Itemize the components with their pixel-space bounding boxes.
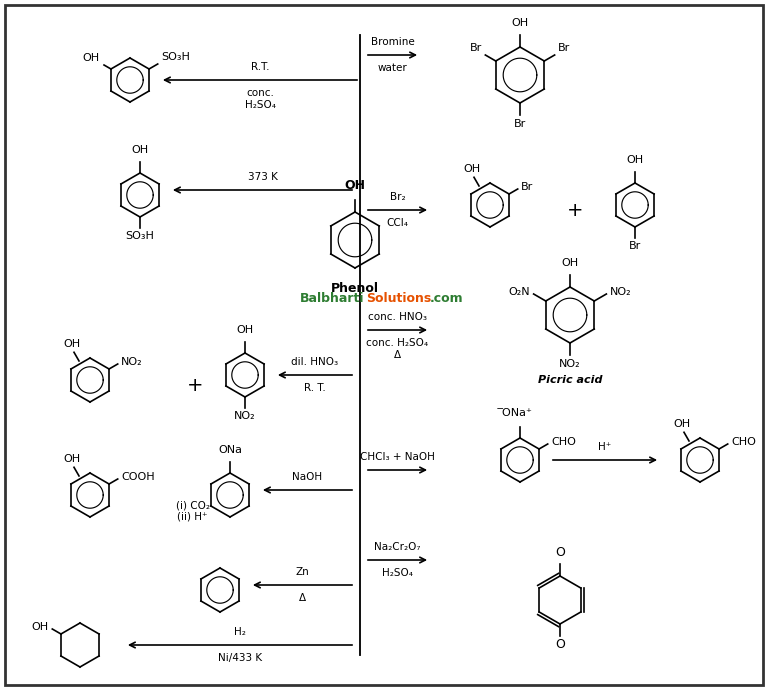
Text: Bromine: Bromine: [371, 37, 415, 47]
Text: CHO: CHO: [731, 437, 756, 447]
Text: NaOH: NaOH: [293, 472, 323, 482]
Text: OH: OH: [345, 179, 366, 192]
Text: Br: Br: [514, 119, 526, 129]
Text: R. T.: R. T.: [304, 383, 326, 393]
Text: OH: OH: [64, 339, 81, 349]
Text: NO₂: NO₂: [610, 287, 631, 297]
Text: OH: OH: [237, 325, 253, 335]
Text: OH: OH: [627, 155, 644, 165]
Text: COOH: COOH: [121, 472, 155, 482]
Text: Br: Br: [470, 43, 482, 53]
Text: ONa: ONa: [218, 445, 242, 455]
Text: H⁺: H⁺: [598, 442, 611, 452]
Text: OH: OH: [83, 52, 100, 63]
Text: OH: OH: [561, 258, 578, 268]
Text: H₂: H₂: [234, 627, 246, 637]
Text: OH: OH: [31, 622, 49, 632]
Text: (i) CO₂
(ii) H⁺: (i) CO₂ (ii) H⁺: [176, 500, 210, 522]
Text: .com: .com: [430, 291, 464, 304]
Text: NO₂: NO₂: [121, 357, 143, 367]
Text: Balbharti: Balbharti: [300, 291, 365, 304]
Text: O: O: [555, 638, 565, 651]
Text: H₂SO₄: H₂SO₄: [382, 568, 413, 578]
Text: ̅ONa⁺: ̅ONa⁺: [503, 408, 533, 418]
Text: SO₃H: SO₃H: [161, 52, 190, 62]
Text: OH: OH: [463, 164, 481, 174]
Text: Δ: Δ: [299, 593, 306, 603]
Text: conc. HNO₃: conc. HNO₃: [368, 312, 427, 322]
Text: Na₂Cr₂O₇: Na₂Cr₂O₇: [374, 542, 421, 552]
Text: OH: OH: [511, 18, 528, 28]
Text: SO₃H: SO₃H: [125, 231, 154, 241]
Text: NO₂: NO₂: [559, 359, 581, 369]
Text: Br: Br: [629, 241, 641, 251]
Text: +: +: [187, 375, 204, 395]
Text: R.T.: R.T.: [250, 62, 270, 72]
Text: OH: OH: [64, 454, 81, 464]
Text: CHCl₃ + NaOH: CHCl₃ + NaOH: [360, 452, 435, 462]
Text: OH: OH: [131, 145, 148, 155]
Text: O₂N: O₂N: [508, 287, 530, 297]
Text: Phenol: Phenol: [331, 282, 379, 295]
Text: Ni/433 K: Ni/433 K: [218, 653, 262, 663]
Text: Br: Br: [558, 43, 571, 53]
Text: Solutions: Solutions: [366, 291, 432, 304]
Text: O: O: [555, 546, 565, 559]
Text: conc. H₂SO₄
Δ: conc. H₂SO₄ Δ: [366, 338, 429, 359]
Text: OH: OH: [674, 419, 690, 428]
Text: 373 K: 373 K: [247, 172, 277, 182]
Text: NO₂: NO₂: [234, 411, 256, 421]
Text: Picric acid: Picric acid: [538, 375, 602, 385]
Text: dil. HNO₃: dil. HNO₃: [291, 357, 339, 367]
Text: conc.
H₂SO₄: conc. H₂SO₄: [244, 88, 276, 110]
Text: Br₂: Br₂: [389, 192, 406, 202]
Text: CHO: CHO: [551, 437, 576, 447]
Text: water: water: [378, 63, 407, 73]
Text: CCl₄: CCl₄: [386, 218, 409, 228]
Text: Zn: Zn: [296, 567, 310, 577]
Text: Br: Br: [521, 182, 534, 192]
Text: +: +: [567, 201, 583, 219]
